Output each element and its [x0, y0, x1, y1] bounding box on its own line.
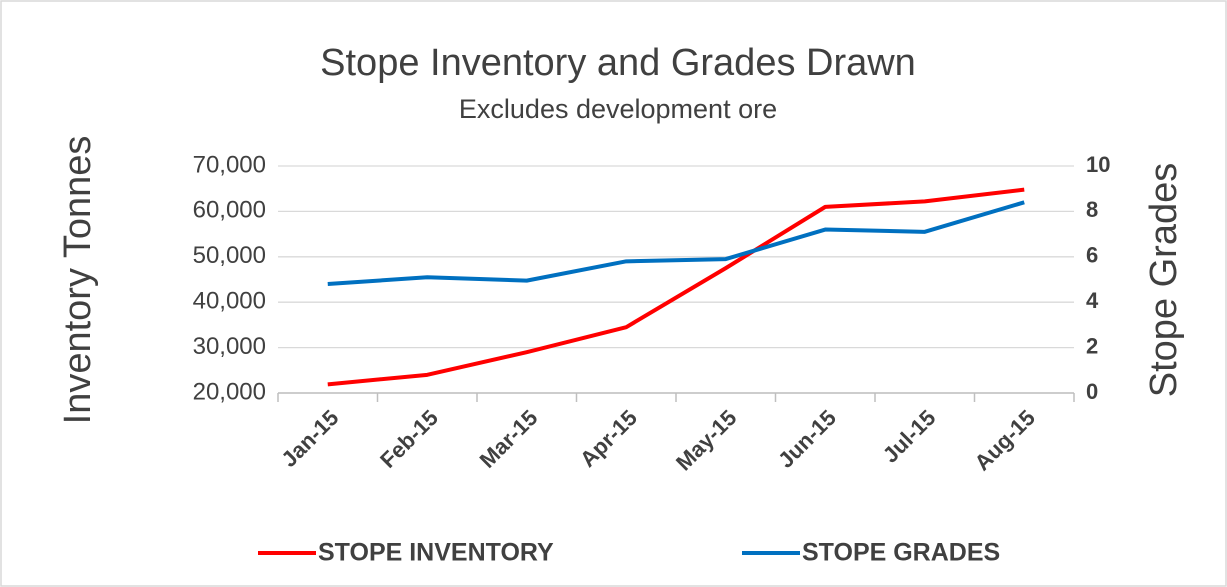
- y-tick-label: 60,000: [193, 197, 266, 224]
- series-line: [327, 187, 1025, 387]
- y2-tick-label: 8: [1086, 197, 1098, 222]
- y-tick-label: 50,000: [193, 242, 266, 269]
- y2-tick-label: 6: [1086, 243, 1098, 268]
- legend-label: STOPE INVENTORY: [318, 539, 554, 567]
- legend-label: STOPE GRADES: [802, 539, 1000, 567]
- chart-subtitle: Excludes development ore: [459, 94, 777, 124]
- y-tick-label: 30,000: [193, 333, 266, 360]
- y-axis-title: Inventory Tonnes: [57, 136, 99, 425]
- y2-tick-label: 10: [1086, 152, 1110, 177]
- y2-axis-title: Stope Grades: [1143, 163, 1185, 397]
- y2-tick-label: 0: [1086, 379, 1098, 404]
- y2-tick-label: 2: [1086, 333, 1098, 358]
- chart-title: Stope Inventory and Grades Drawn: [320, 42, 916, 84]
- y-tick-label: 20,000: [193, 378, 266, 405]
- series-line: [327, 200, 1025, 287]
- y-tick-label: 40,000: [193, 288, 266, 315]
- y-tick-label: 70,000: [193, 151, 266, 178]
- y2-tick-label: 4: [1086, 288, 1099, 313]
